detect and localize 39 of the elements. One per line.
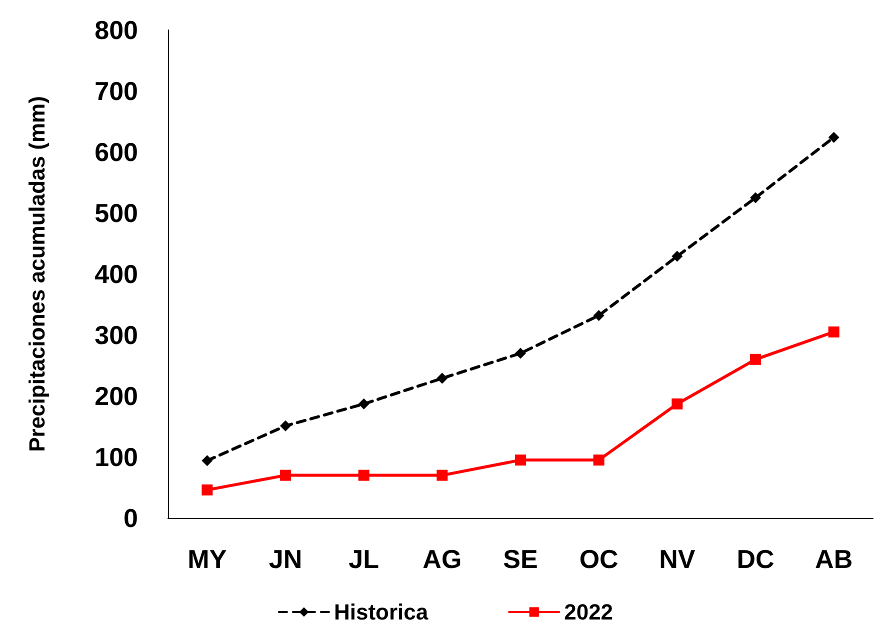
y-tick-label: 700 [94, 76, 138, 106]
point [515, 348, 526, 359]
x-tick-label: OC [579, 544, 619, 574]
point [280, 420, 291, 432]
x-tick-label: MY [188, 544, 227, 574]
point [436, 372, 448, 384]
point [358, 470, 370, 481]
point [828, 132, 840, 143]
y-tick-label: 200 [94, 381, 138, 411]
point [672, 250, 683, 262]
y-axis-title: Precipitaciones acumuladas (mm) [24, 96, 50, 452]
x-tick-label: SE [503, 544, 538, 574]
point [280, 470, 291, 481]
x-tick-label: DC [736, 544, 774, 574]
y-tick-label: 400 [94, 259, 138, 289]
point [436, 470, 448, 481]
y-tick-label: 600 [94, 137, 138, 167]
point [202, 455, 213, 466]
point [593, 310, 604, 321]
x-tick-label: AG [422, 544, 462, 574]
y-tick-label: 800 [94, 15, 138, 45]
point [515, 454, 526, 466]
point [828, 326, 840, 338]
x-tick-label: JN [268, 544, 302, 574]
point [358, 398, 370, 410]
legend-label: 2022 [564, 600, 614, 624]
point [750, 192, 761, 204]
y-tick-label: 300 [94, 320, 138, 350]
x-tick-label: JL [348, 544, 380, 574]
y-tick-label: 0 [124, 503, 138, 533]
legend-label: Historica [334, 600, 429, 624]
y-tick-label: 500 [94, 198, 138, 228]
x-tick-label: NV [659, 544, 696, 574]
point [672, 398, 683, 410]
point [202, 484, 213, 496]
point [750, 354, 761, 365]
y-tick-label: 100 [94, 442, 138, 472]
point [593, 454, 604, 466]
x-tick-label: AB [815, 544, 853, 574]
